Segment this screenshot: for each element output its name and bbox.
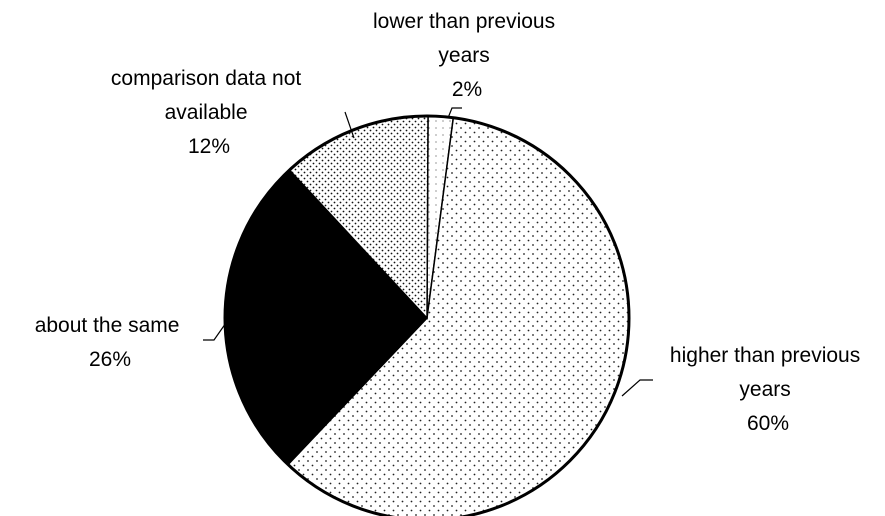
slice-value-same: 26% (89, 348, 131, 371)
slice-label-comparison: comparison data not available 12% (111, 67, 307, 158)
slice-label-comparison-line1: comparison data not (111, 67, 301, 90)
leader-line-lower (447, 107, 462, 119)
pie-slices (223, 114, 631, 516)
leader-line-comparison (344, 111, 355, 139)
slice-value-higher: 60% (747, 412, 789, 435)
slice-label-higher-line2: years (739, 378, 790, 401)
leader-line-same (203, 319, 229, 341)
slice-label-lower-line1: lower than previous (373, 10, 555, 33)
slice-label-same-line1: about the same (35, 314, 180, 337)
slice-label-lower: lower than previous years 2% (373, 10, 561, 101)
slice-label-same: about the same 26% (35, 314, 186, 371)
pie-outline (223, 114, 631, 516)
slice-value-lower: 2% (452, 78, 482, 101)
leader-lines (203, 107, 653, 397)
slice-label-higher-line1: higher than previous (670, 344, 860, 367)
slice-label-lower-line2: years (438, 44, 489, 67)
slice-label-higher: higher than previous years 60% (670, 344, 866, 435)
slice-label-comparison-line2: available (165, 101, 248, 124)
slice-value-comparison: 12% (188, 135, 230, 158)
leader-line-higher (621, 379, 653, 397)
